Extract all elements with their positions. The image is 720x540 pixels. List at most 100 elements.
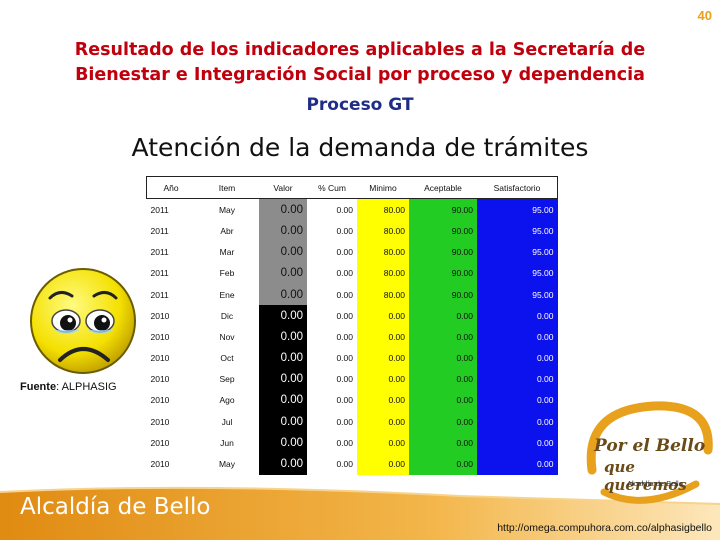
sad-face-icon (30, 268, 136, 374)
cell-valor: 0.00 (259, 368, 307, 390)
logo-line-3: Alcaldía de Bello (627, 479, 683, 488)
cell-year: 2010 (150, 310, 170, 321)
cell-valor: 0.00 (259, 432, 307, 454)
cell-sat: 95.00 (477, 241, 558, 263)
cell-sat: 0.00 (477, 389, 558, 412)
cell-year: 2011 (150, 225, 169, 236)
table-row: 2011 Mar 0.00 0.00 80.00 90.00 95.00 (147, 241, 558, 263)
table-row: 2011 Ene 0.00 0.00 80.00 90.00 95.00 (147, 283, 558, 306)
cell-year: 2010 (150, 459, 170, 470)
cell-cum: 0.00 (336, 459, 353, 470)
cell-cum: 0.00 (336, 289, 353, 300)
cell-cum: 0.00 (336, 310, 353, 321)
cell-min: 0.00 (357, 305, 409, 327)
cell-item: Jul (221, 416, 233, 427)
cell-min: 80.00 (357, 262, 409, 284)
cell-cum: 0.00 (336, 374, 353, 385)
slide-title: Resultado de los indicadores aplicables … (40, 38, 680, 88)
source-caption: Fuente: ALPHASIG (20, 381, 117, 393)
indicator-heading: Atención de la demanda de trámites (131, 133, 589, 162)
cell-cum: 0.00 (336, 395, 353, 406)
footer-url[interactable]: http://omega.compuhora.com.co/alphasigbe… (497, 522, 712, 534)
col-header-cum: % Cum (307, 175, 357, 200)
table-header-row: Año Item Valor % Cum Minimo Aceptable Sa… (146, 175, 558, 200)
slide-number: 40 (697, 8, 712, 23)
cell-acc: 0.00 (409, 326, 477, 348)
cell-min: 0.00 (357, 326, 409, 348)
cell-sat: 95.00 (477, 198, 558, 221)
cell-valor: 0.00 (259, 220, 307, 242)
cell-acc: 90.00 (409, 198, 477, 221)
logo-line-1: Por el Bello (594, 436, 706, 456)
footer-alcaldia: Alcaldía de Bello (20, 494, 211, 520)
cell-item: Dic (220, 310, 234, 321)
cell-year: 2010 (150, 416, 170, 427)
cell-cum: 0.00 (336, 204, 353, 215)
col-header-item: Item (195, 175, 259, 200)
cell-valor: 0.00 (259, 326, 307, 348)
table-row: 2010 Sep 0.00 0.00 0.00 0.00 0.00 (147, 368, 558, 390)
cell-item: Mar (219, 247, 235, 258)
cell-year: 2011 (150, 247, 169, 258)
cell-valor: 0.00 (259, 241, 307, 263)
cell-acc: 0.00 (409, 389, 477, 412)
cell-acc: 90.00 (409, 283, 477, 306)
cell-valor: 0.00 (259, 389, 307, 412)
cell-valor: 0.00 (259, 411, 307, 433)
table-row: 2010 Nov 0.00 0.00 0.00 0.00 0.00 (147, 326, 558, 348)
cell-sat: 0.00 (477, 453, 558, 475)
col-header-sat: Satisfactorio (477, 175, 558, 200)
cell-valor: 0.00 (259, 198, 307, 221)
cell-acc: 0.00 (409, 453, 477, 475)
cell-min: 0.00 (357, 368, 409, 390)
por-el-bello-logo-icon (586, 401, 713, 504)
cell-year: 2010 (150, 353, 170, 364)
cell-year: 2011 (150, 289, 169, 300)
cell-year: 2011 (150, 204, 169, 215)
cell-sat: 0.00 (477, 432, 558, 454)
cell-year: 2010 (150, 437, 170, 448)
cell-cum: 0.00 (336, 247, 353, 258)
cell-cum: 0.00 (336, 437, 353, 448)
footer-band (0, 486, 720, 540)
table-row: 2011 Abr 0.00 0.00 80.00 90.00 95.00 (147, 220, 558, 242)
cell-cum: 0.00 (336, 225, 353, 236)
process-label: Proceso GT (306, 95, 414, 115)
cell-item: May (218, 459, 236, 470)
col-header-valor: Valor (259, 175, 307, 200)
cell-sat: 95.00 (477, 262, 558, 284)
cell-item: Feb (219, 268, 235, 279)
table-row: 2011 May 0.00 0.00 80.00 90.00 95.00 (147, 198, 558, 221)
source-value: : ALPHASIG (56, 381, 117, 393)
cell-item: Ene (219, 289, 235, 300)
table-row: 2010 Oct 0.00 0.00 0.00 0.00 0.00 (147, 347, 558, 369)
cell-cum: 0.00 (336, 268, 353, 279)
cell-sat: 0.00 (477, 411, 558, 433)
cell-min: 80.00 (357, 283, 409, 306)
table-row: 2010 Jun 0.00 0.00 0.00 0.00 0.00 (147, 432, 558, 454)
col-header-acc: Aceptable (409, 175, 477, 200)
source-label: Fuente (20, 381, 57, 393)
table-row: 2010 Ago 0.00 0.00 0.00 0.00 0.00 (147, 389, 558, 412)
cell-sat: 0.00 (477, 347, 558, 369)
col-header-min: Minimo (357, 175, 409, 200)
cell-sat: 0.00 (477, 305, 558, 327)
cell-acc: 90.00 (409, 262, 477, 284)
cell-acc: 0.00 (409, 411, 477, 433)
cell-valor: 0.00 (259, 453, 307, 475)
cell-min: 0.00 (357, 389, 409, 412)
cell-valor: 0.00 (259, 262, 307, 284)
logo-line-2: que queremos (604, 458, 687, 494)
cell-min: 0.00 (357, 453, 409, 475)
cell-item: Ago (219, 395, 235, 406)
cell-valor: 0.00 (259, 305, 307, 327)
indicator-table: Año Item Valor % Cum Minimo Aceptable Sa… (146, 175, 558, 475)
cell-year: 2010 (150, 331, 170, 342)
table-body: 2011 May 0.00 0.00 80.00 90.00 95.00 2011 Abr 0.0… (147, 198, 558, 475)
cell-item: Nov (219, 331, 235, 342)
cell-min: 80.00 (357, 241, 409, 263)
cell-min: 80.00 (357, 198, 409, 221)
cell-sat: 95.00 (477, 220, 558, 242)
cell-min: 0.00 (357, 347, 409, 369)
cell-acc: 90.00 (409, 241, 477, 263)
